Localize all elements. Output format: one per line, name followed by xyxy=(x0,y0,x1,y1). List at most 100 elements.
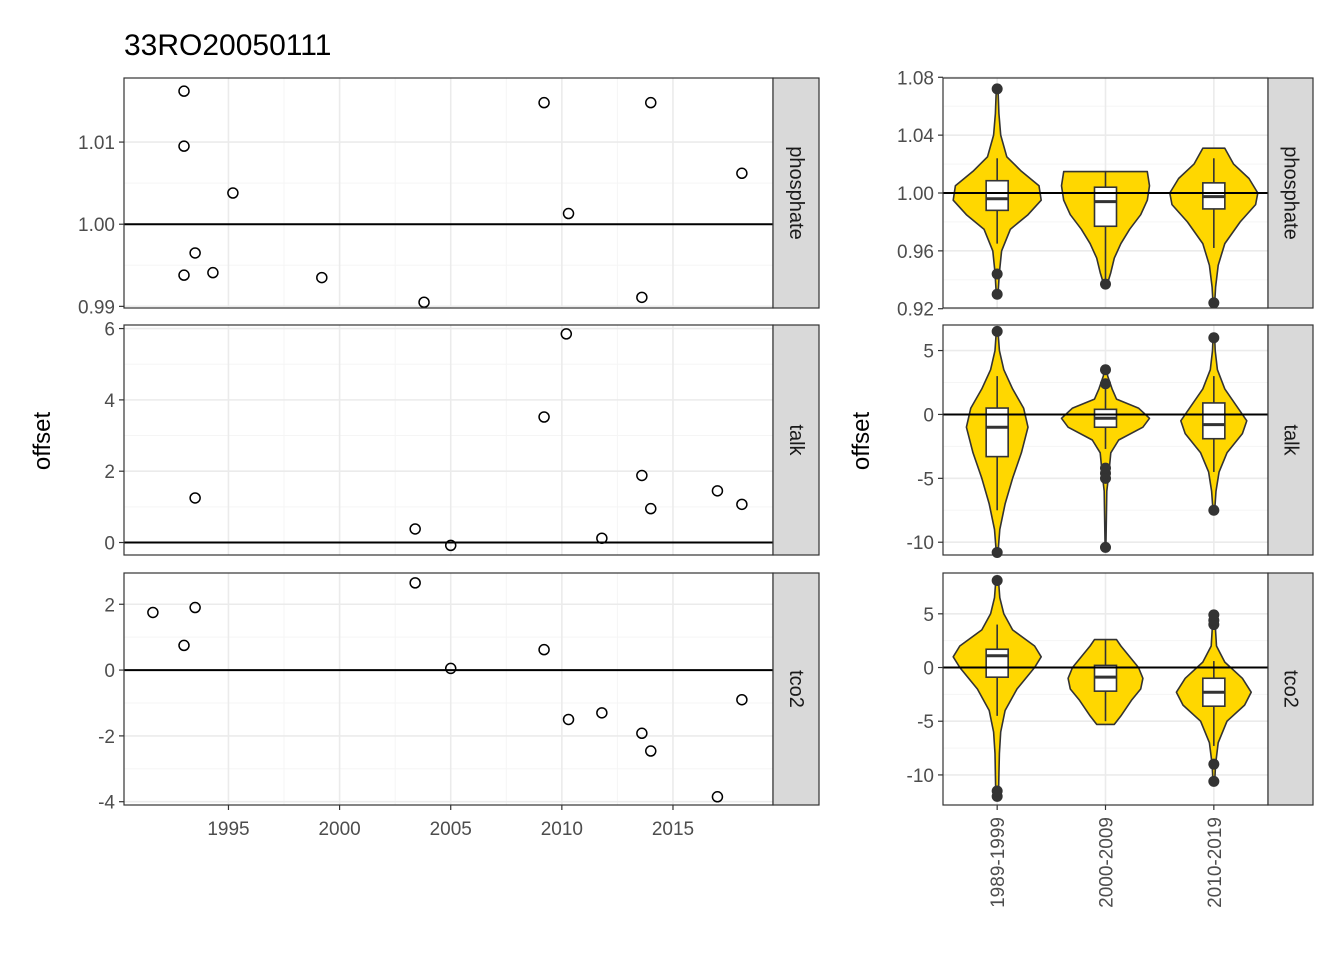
data-point xyxy=(736,498,748,511)
data-point xyxy=(645,502,657,515)
data-point xyxy=(538,96,550,109)
outlier-point xyxy=(1100,278,1111,290)
outlier-point xyxy=(991,575,1003,587)
panel-background xyxy=(124,573,773,805)
box xyxy=(985,179,1009,212)
strip-tco2 xyxy=(1267,572,1314,806)
y-tick-label: 1.04 xyxy=(897,126,934,147)
data-point xyxy=(189,492,201,504)
scatter-panel-talk: 0 2 4 6 talk xyxy=(104,320,820,556)
data-point xyxy=(409,577,421,589)
x-tick-label: 2010 xyxy=(541,819,583,840)
strip-label: talk xyxy=(785,424,807,456)
outlier-point xyxy=(1100,541,1111,553)
y-tick-label: 4 xyxy=(104,391,115,412)
data-point xyxy=(636,727,648,740)
strip-label: phosphate xyxy=(1280,146,1302,239)
y-tick-label: 0 xyxy=(104,534,115,555)
data-point xyxy=(538,643,550,656)
panel-background xyxy=(124,78,773,308)
y-tick-label: 0.96 xyxy=(897,242,934,263)
y-tick-label: 0 xyxy=(923,659,934,680)
strip-talk xyxy=(1267,324,1314,556)
data-point xyxy=(189,247,201,259)
strip-label: tco2 xyxy=(785,670,807,708)
strip-talk xyxy=(772,324,820,556)
outlier-point xyxy=(991,83,1003,95)
outlier-point xyxy=(1100,462,1111,474)
data-point xyxy=(636,469,648,482)
data-point xyxy=(596,707,608,719)
data-point xyxy=(147,606,159,619)
outlier-point xyxy=(1208,297,1220,309)
data-point xyxy=(409,523,421,535)
outlier-point xyxy=(1208,332,1220,344)
data-point xyxy=(636,291,648,304)
y-tick-label: 6 xyxy=(104,320,115,341)
data-point xyxy=(736,693,748,706)
data-point xyxy=(711,485,724,497)
data-point xyxy=(736,167,748,180)
outlier-point xyxy=(1208,775,1220,787)
data-point xyxy=(418,296,430,308)
data-point xyxy=(562,713,575,726)
y-tick-label: -2 xyxy=(98,727,115,748)
data-point xyxy=(444,662,457,675)
violin-panel-tco2: -10 -5 0 5 tco2 xyxy=(907,572,1314,806)
y-tick-label: -4 xyxy=(98,793,115,814)
y-tick-label: 0 xyxy=(923,405,934,426)
y-axis-title: offset xyxy=(29,412,56,471)
data-point xyxy=(227,187,239,199)
data-point xyxy=(178,85,190,97)
y-tick-label: 5 xyxy=(923,342,934,363)
outlier-point xyxy=(1208,609,1220,621)
outlier-point xyxy=(1100,364,1111,376)
x-tick-label: 2005 xyxy=(430,819,472,840)
data-point xyxy=(316,271,328,284)
outlier-point xyxy=(1208,504,1220,516)
strip-phosphate xyxy=(1267,77,1314,309)
y-tick-label: 0.99 xyxy=(78,297,115,318)
y-tick-label: -10 xyxy=(907,766,934,787)
data-point xyxy=(538,411,550,423)
outlier-point xyxy=(991,546,1003,558)
y-tick-label: 0.92 xyxy=(897,300,934,321)
x-tick-label: 2000 xyxy=(318,819,360,840)
panel-background xyxy=(124,325,773,555)
outlier-point xyxy=(991,325,1003,337)
x-tick-label: 1989-1999 xyxy=(988,817,1009,908)
violin-panel-phosphate: 0.92 0.96 1.00 1.04 1.08 phosphate xyxy=(897,68,1314,321)
data-point xyxy=(178,639,190,652)
y-tick-label: 2 xyxy=(104,462,115,483)
y-tick-label: 1.08 xyxy=(897,68,934,89)
y-tick-label: -10 xyxy=(907,533,934,554)
box xyxy=(985,648,1009,678)
strip-label: phosphate xyxy=(785,146,807,239)
data-point xyxy=(207,266,219,279)
outlier-point xyxy=(1100,378,1111,390)
y-tick-label: -5 xyxy=(917,469,934,490)
figure-title: 33RO20050111 xyxy=(124,29,331,62)
left-scatter-facets: 0.99 1.00 1.01 phosphate 0 2 4 6 talk -4 -2 0 2 tco2 1… xyxy=(29,77,820,840)
data-point xyxy=(178,140,190,152)
y-tick-label: 0 xyxy=(104,661,115,682)
y-axis-title: offset xyxy=(848,412,875,471)
data-point xyxy=(562,207,575,220)
strip-label: talk xyxy=(1280,424,1302,456)
outlier-point xyxy=(991,268,1003,280)
x-tick-label: 1995 xyxy=(207,819,249,840)
right-violin-facets: 0.92 0.96 1.00 1.04 1.08 phosphate -10 -5 0 5 talk… xyxy=(848,68,1314,908)
y-tick-label: 1.00 xyxy=(78,215,115,236)
violin-panel-talk: -10 -5 0 5 talk xyxy=(907,324,1314,558)
outlier-point xyxy=(991,785,1003,797)
x-tick-label: 2015 xyxy=(652,819,694,840)
scatter-panel-phosphate: 0.99 1.00 1.01 phosphate xyxy=(78,77,820,318)
y-tick-label: 1.00 xyxy=(897,184,934,205)
data-point xyxy=(711,791,724,803)
outlier-point xyxy=(991,288,1003,300)
y-tick-label: -5 xyxy=(917,712,934,733)
x-tick-label: 2010-2019 xyxy=(1205,817,1226,908)
data-point xyxy=(645,96,657,109)
data-point xyxy=(444,539,457,552)
